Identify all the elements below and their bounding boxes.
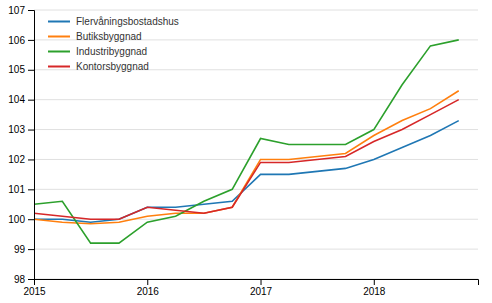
tick-label: 98	[14, 274, 26, 285]
tick: 2016	[137, 279, 160, 297]
legend-label: Kontorsbyggnad	[76, 61, 149, 72]
legend-swatch	[48, 66, 70, 68]
axis-line	[28, 11, 35, 280]
tick-label: 106	[8, 35, 25, 46]
tick-label: 2017	[250, 286, 273, 297]
legend-swatch	[48, 51, 70, 53]
legend-label: Industribyggnad	[76, 46, 147, 57]
grid-line	[34, 159, 478, 160]
tick-mark	[28, 189, 34, 190]
tick: 2015	[23, 279, 46, 297]
x-axis: 2015 2016 2017 2018	[23, 279, 478, 297]
lines	[34, 40, 459, 243]
grid-line	[34, 129, 478, 130]
series-line	[34, 91, 459, 224]
tick: 106	[8, 35, 34, 46]
grid-line	[34, 249, 478, 250]
series-line	[34, 100, 459, 220]
series-line	[34, 40, 459, 243]
tick-label: 103	[8, 124, 25, 135]
tick: 102	[8, 154, 34, 165]
tick-label: 102	[8, 154, 25, 165]
chart: 2015 2016 2017 2018 98 99 100 101 102 103 104 105 10…	[0, 0, 492, 303]
legend-label: Flervåningsbostadshus	[76, 16, 179, 27]
tick: 98	[14, 274, 34, 285]
tick-mark	[28, 159, 34, 160]
legend-item: Kontorsbyggnad	[48, 61, 149, 72]
plot: 2015 2016 2017 2018 98 99 100 101 102 103 104 105 10…	[8, 5, 478, 297]
tick-mark	[28, 279, 34, 280]
tick-label: 104	[8, 94, 25, 105]
tick: 101	[8, 184, 34, 195]
tick: 2018	[363, 279, 386, 297]
tick: 99	[14, 244, 34, 255]
tick-mark	[28, 10, 34, 11]
y-axis: 98 99 100 101 102 103 104 105 106 107	[8, 5, 34, 285]
legend-swatch	[48, 36, 70, 38]
tick-mark	[28, 40, 34, 41]
grid-line	[34, 99, 478, 100]
legend-item: Flervåningsbostadshus	[48, 16, 179, 27]
legend-item: Industribyggnad	[48, 46, 147, 57]
axis-line	[35, 280, 479, 286]
legend-label: Butiksbyggnad	[76, 31, 142, 42]
tick-label: 101	[8, 184, 25, 195]
grid	[34, 10, 478, 279]
tick-label: 105	[8, 64, 25, 75]
legend-item: Butiksbyggnad	[48, 31, 142, 42]
tick-label: 2016	[137, 286, 160, 297]
tick-mark	[374, 279, 375, 285]
series-line	[34, 121, 459, 223]
tick-mark	[261, 279, 262, 285]
grid-line	[34, 189, 478, 190]
tick: 103	[8, 124, 34, 135]
tick: 107	[8, 5, 34, 16]
tick-mark	[28, 70, 34, 71]
tick-label: 2015	[23, 286, 46, 297]
tick: 2017	[250, 279, 273, 297]
tick-mark	[147, 279, 148, 285]
tick-mark	[28, 219, 34, 220]
tick: 100	[8, 214, 34, 225]
tick-label: 2018	[363, 286, 386, 297]
tick-mark	[28, 130, 34, 131]
tick-mark	[28, 249, 34, 250]
tick: 105	[8, 64, 34, 75]
legend-swatch	[48, 21, 70, 23]
tick-label: 99	[14, 244, 26, 255]
tick-mark	[28, 100, 34, 101]
tick-label: 107	[8, 5, 25, 16]
tick-label: 100	[8, 214, 25, 225]
legend: Flervåningsbostadshus Butiksbyggnad Indust…	[48, 16, 179, 72]
tick: 104	[8, 94, 34, 105]
grid-line	[34, 10, 478, 11]
